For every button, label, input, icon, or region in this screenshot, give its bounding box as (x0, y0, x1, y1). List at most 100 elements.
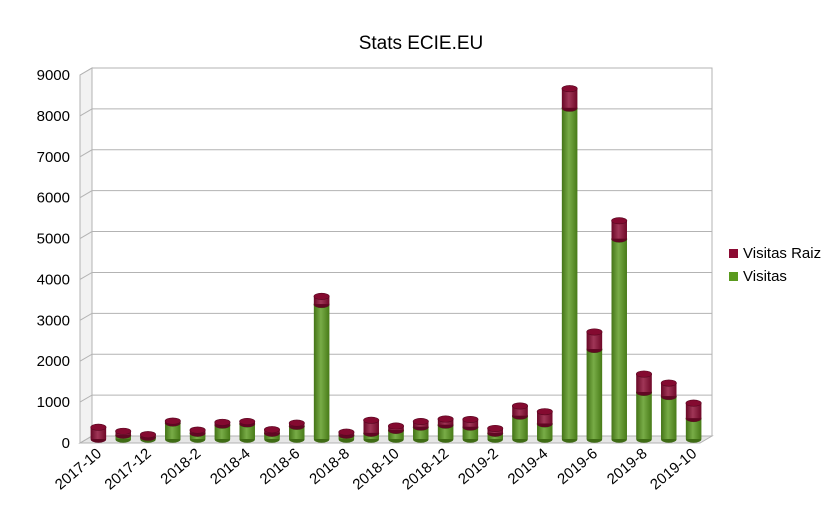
bar-visitas-raiz-2019-10 (685, 399, 702, 422)
bar-visitas-2019-5 (561, 104, 578, 443)
y-tick-label: 9000 (37, 67, 70, 84)
y-tick-labels: 0 1000 2000 3000 4000 5000 6000 7000 8000 9000 (37, 67, 70, 452)
bar-body-front (388, 430, 404, 439)
bar-body-front (90, 427, 107, 439)
gridline (79, 353, 712, 362)
bar-top-cap (561, 85, 578, 93)
x-tick-label: 2019-8 (604, 445, 651, 488)
y-tick-label: 0 (62, 435, 70, 452)
gridline (79, 312, 712, 321)
bar-visitas-raiz-2019-4 (536, 408, 553, 428)
bar-body-front (289, 426, 305, 439)
bar-body-front (437, 425, 454, 439)
bar-visitas-2019-7 (611, 235, 628, 443)
bar-visitas-raiz-2018-12 (437, 415, 454, 429)
bar-body-front (586, 349, 603, 439)
bar-body-front (561, 108, 578, 440)
bar-top-cap (586, 328, 603, 336)
bar-visitas-raiz-2018-2 (189, 426, 206, 437)
bar-body-front (512, 405, 528, 416)
bar-visitas-raiz-2019-5 (561, 85, 578, 112)
bar-top-cap (140, 431, 156, 439)
bar-body-front (685, 418, 702, 439)
gridlines (79, 67, 712, 444)
bar-body-front (661, 396, 677, 439)
x-tick-label: 2019-2 (455, 445, 502, 488)
bar-top-cap (660, 379, 677, 387)
gridline (79, 190, 712, 199)
legend-label: Visitas Raiz (743, 245, 821, 262)
bar-top-cap (487, 424, 504, 432)
bar-top-cap (115, 427, 132, 435)
bar-visitas-2019-9 (660, 393, 677, 443)
y-tick-label: 5000 (37, 231, 70, 248)
bar-visitas-raiz-2018-10 (388, 422, 404, 434)
y-tick-label: 2000 (37, 353, 70, 370)
bar-top-cap (338, 428, 355, 436)
gridline (79, 149, 712, 158)
y-tick-label: 4000 (37, 271, 70, 288)
bar-body-front (413, 427, 429, 439)
bar-top-cap (685, 399, 702, 407)
bar-body-front (363, 420, 379, 433)
x-tick-label: 2019-10 (647, 445, 700, 493)
bar-body-front (586, 331, 603, 350)
axes (78, 67, 714, 444)
bar-visitas-raiz-2019-2 (487, 424, 504, 437)
bar-top-cap (239, 418, 256, 426)
bar-top-cap (388, 422, 404, 430)
bar-top-cap (288, 419, 305, 427)
y-tick-label: 6000 (37, 190, 70, 207)
bar-visitas-raiz-2018-5 (264, 426, 280, 437)
bar-visitas-2019-8 (636, 388, 652, 443)
x-tick-label: 2018-4 (207, 445, 254, 488)
bar-visitas-raiz-2018-3 (214, 418, 231, 429)
legend-label: Visitas (743, 268, 787, 285)
x-tick-label: 2018-6 (257, 445, 304, 488)
bar-visitas-raiz-2019-1 (462, 415, 479, 431)
bar-body-front (165, 423, 181, 439)
bar-body-front (313, 304, 330, 439)
bar-top-cap (363, 416, 380, 424)
bar-body-front (636, 392, 652, 439)
bar-body-front (611, 239, 627, 439)
bar-body-front (512, 416, 528, 439)
bar-top-cap (264, 426, 280, 434)
bar-visitas-raiz-2018-4 (239, 418, 256, 428)
bar-top-cap (164, 417, 181, 425)
bars (90, 85, 702, 443)
bar-visitas-raiz-2018-7 (313, 292, 330, 308)
legend: Visitas Raiz Visitas (729, 245, 821, 285)
side-wall (79, 67, 93, 444)
bar-top-cap (90, 423, 107, 431)
bar-top-cap (437, 415, 454, 423)
x-tick-label: 2017-12 (101, 445, 154, 493)
gridline (79, 108, 712, 117)
bar-top-cap (512, 402, 528, 410)
bar-visitas-2018-7 (313, 301, 330, 443)
x-tick-label: 2018-2 (157, 445, 204, 488)
gridline (79, 231, 712, 239)
bar-top-cap (636, 370, 652, 378)
bar-visitas-raiz-2018-6 (288, 419, 305, 430)
bar-top-cap (536, 408, 553, 416)
x-tick-label: 2019-6 (554, 445, 601, 488)
bar-visitas-raiz-2019-7 (611, 217, 628, 243)
bar-visitas-raiz-2019-6 (586, 328, 603, 353)
x-tick-label: 2018-10 (349, 445, 402, 493)
x-tick-label: 2018-12 (399, 445, 452, 493)
bar-visitas-raiz-2018-9 (363, 416, 380, 437)
gridline (79, 394, 712, 403)
y-tick-label: 7000 (37, 149, 70, 166)
gridline (79, 271, 712, 280)
bar-visitas-raiz-2017-11 (115, 427, 132, 439)
legend-item-visitas: Visitas (729, 268, 787, 285)
bar-visitas-raiz-2017-10 (90, 423, 107, 443)
bar-body-front (611, 220, 627, 239)
bar-body-front (561, 88, 578, 108)
bar-top-cap (462, 415, 479, 423)
bar-visitas-raiz-2018-1 (164, 417, 181, 427)
bar-top-cap (611, 217, 628, 225)
legend-item-visitas-raiz: Visitas Raiz (729, 245, 821, 262)
